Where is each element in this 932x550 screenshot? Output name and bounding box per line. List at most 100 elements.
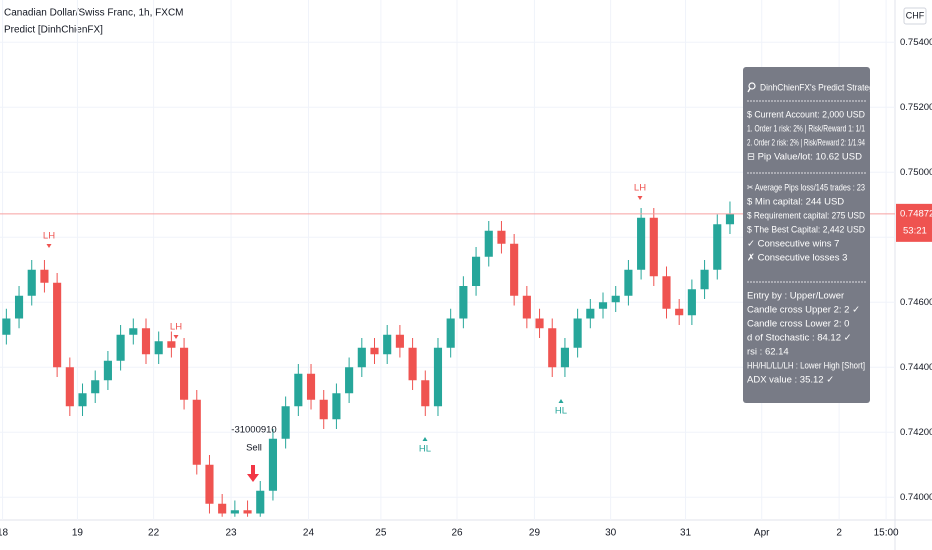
candle-body [510,243,519,296]
annotation: LH [43,231,55,242]
candle-body [357,347,366,368]
candle-body [294,373,303,407]
x-tick-label: 29 [529,528,541,539]
panel-line: rsi : 62.14 [747,347,789,358]
candle-body [433,347,443,407]
y-tick-label: 0.74000 [900,492,932,503]
panel-line: d of Stochastic : 84.12 ✓ [747,333,852,344]
candle-body [472,256,481,286]
candle-body [129,328,138,335]
panel-line: HH/HL/LL/LH : Lower High [Short] [747,361,865,372]
x-tick-label: 22 [148,528,160,539]
magnifier-icon [748,82,756,90]
panel-line: $ Min capital: 244 USD [747,197,844,208]
annotation: LH [634,183,646,194]
candle-body [306,373,316,400]
candle-body [522,295,531,319]
candle-body [205,464,214,504]
candle-body [497,230,506,244]
sell-arrow [247,465,259,482]
candle-body [332,393,341,420]
panel-line: $ Current Account: 2,000 USD [747,110,865,121]
candle-body [662,276,671,309]
candle-body [611,295,620,303]
y-tick-label: 0.74600 [900,297,932,308]
candle-body [78,393,87,407]
x-tick-label: 31 [680,528,692,539]
panel-line: ✓ Consecutive wins 7 [747,239,839,250]
marker [558,399,564,403]
candle-body [725,213,735,225]
chart-title: Canadian Dollar/Swiss Franc, 1h, FXCM [4,8,184,19]
y-tick-label: 0.74400 [900,362,932,373]
candle-body [713,224,722,270]
x-tick-label: 2 [836,528,842,539]
panel-line: $ The Best Capital: 2,442 USD [747,225,865,236]
x-tick-label: 25 [375,528,387,539]
panel-line: $ Requirement capital: 275 USD [747,211,865,222]
marker [173,335,179,339]
currency-box[interactable] [903,7,927,25]
candle-body [167,341,176,348]
candle-body [319,399,328,420]
candle-body [180,347,189,400]
candle-body [268,438,278,491]
candle-body [459,286,468,319]
magnifier-icon [747,88,751,93]
candle-body [370,347,379,355]
candle-body [103,360,112,381]
candle-body [27,269,36,296]
candle-body [383,334,392,355]
panel-line: ✂ Average Pips loss/145 trades : 23 [747,183,865,194]
candle-body [624,269,633,296]
marker [637,196,643,200]
candle-body [687,289,696,316]
x-tick-label: 18 [0,528,9,539]
candle-body [91,380,100,394]
panel-title: DinhChienFX's Predict Strategy [760,83,878,94]
candle-body [154,341,163,355]
candle-body [421,380,430,407]
candle-body [573,318,582,348]
x-tick-label: 30 [605,528,617,539]
candle-body [548,328,557,368]
candle-body [40,269,49,283]
candle-body [446,318,455,348]
panel-line: Candle cross Lower 2: 0 [747,319,849,330]
marker [422,437,428,441]
currency: CHF [906,10,925,20]
candle-body [598,302,608,309]
candle-body [65,367,74,407]
x-tick-label: 24 [303,528,315,539]
annotation: -31000910 [231,425,276,436]
candle-body [141,328,151,355]
candle-body [408,347,417,381]
candle-body [53,282,62,368]
indicator-name: Predict [DinhChienFX] [4,25,103,36]
candle-body [637,217,646,270]
candle-body [649,217,658,277]
x-tick-label: Apr [754,528,770,539]
panel-line: ✗ Consecutive losses 3 [747,253,847,264]
panel-bg [743,67,870,403]
annotation: Sell [246,443,262,454]
y-tick-label: 0.75200 [900,102,932,113]
candle-body [675,308,684,316]
x-tick-label: 19 [72,528,84,539]
y-tick-label: 0.74200 [900,427,932,438]
candle-body [14,295,24,319]
candle-body [230,510,239,514]
x-tick-label: 15:00 [874,528,899,539]
candle-body [345,367,354,394]
candle-body [256,490,265,514]
panel-line: Entry by : Upper/Lower [747,291,844,302]
y-tick-label: 0.75400 [900,37,932,48]
panel-line: 2. Order 2 risk: 2% | Risk/Reward 2: 1/1… [747,138,865,149]
x-tick-label: 23 [225,528,237,539]
candle-body [586,308,595,319]
candle-body [2,318,11,335]
candle-body [218,503,227,514]
candle-body [281,406,290,439]
